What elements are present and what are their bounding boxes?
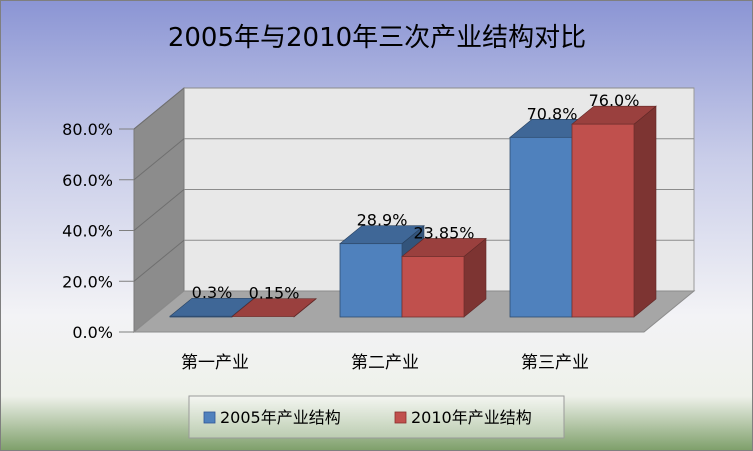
bar-top xyxy=(231,298,317,317)
bar xyxy=(571,123,635,318)
y-tick-label: 0.0% xyxy=(72,323,113,342)
x-tick-label: 第二产业 xyxy=(351,353,419,373)
y-tick-label: 60.0% xyxy=(62,171,113,190)
legend-swatch-2005 xyxy=(203,411,216,424)
bar xyxy=(339,243,403,318)
y-tick-label: 80.0% xyxy=(62,120,113,139)
legend-swatch-2010 xyxy=(394,411,407,424)
data-label: 0.3% xyxy=(192,283,233,302)
y-axis: 0.0% 20.0% 40.0% 60.0% 80.0% xyxy=(62,120,134,342)
x-tick-label: 第一产业 xyxy=(181,353,249,373)
y-tick-label: 40.0% xyxy=(62,222,113,241)
bar xyxy=(169,315,233,318)
y-tick-label: 20.0% xyxy=(62,272,113,291)
x-axis: 第一产业 第二产业 第三产业 xyxy=(181,353,589,373)
bar xyxy=(401,256,465,318)
legend: 2005年产业结构 2010年产业结构 xyxy=(188,395,565,439)
chart-title: 2005年与2010年三次产业结构对比 xyxy=(168,23,586,53)
data-labels: 0.3% 0.15% 28.9% 23.85% 70.8% 76.0% xyxy=(192,91,640,302)
data-label: 76.0% xyxy=(589,91,640,110)
data-label: 70.8% xyxy=(527,104,578,123)
legend-box xyxy=(188,395,565,439)
legend-label-2010: 2010年产业结构 xyxy=(411,408,532,427)
data-label: 0.15% xyxy=(249,284,300,303)
x-tick-label: 第三产业 xyxy=(521,353,589,373)
bar xyxy=(509,136,573,318)
gridline-side xyxy=(133,87,185,130)
bars xyxy=(169,105,657,318)
bar-side xyxy=(633,105,657,318)
data-label: 28.9% xyxy=(357,211,408,230)
gridline-side xyxy=(133,239,185,282)
gridline-side xyxy=(133,138,185,181)
gridline-side xyxy=(133,189,185,231)
legend-label-2005: 2005年产业结构 xyxy=(220,408,341,427)
data-label: 23.85% xyxy=(413,223,474,242)
